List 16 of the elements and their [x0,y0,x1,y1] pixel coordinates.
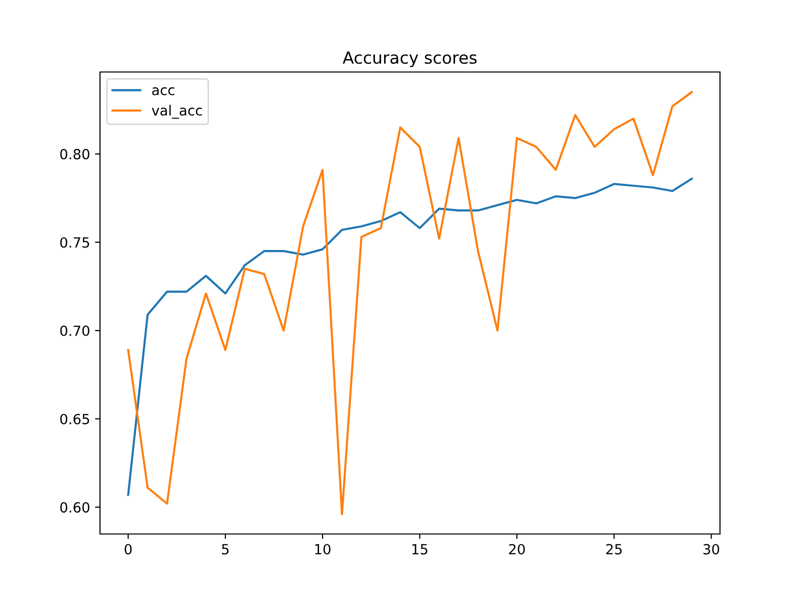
y-tick-label: 0.75 [60,237,90,248]
line-series [127,178,693,496]
x-tick-label: 15 [412,544,428,554]
y-tick-label: 0.60 [60,502,90,513]
x-tick-label: 5 [222,544,229,554]
y-tick-label: 0.80 [60,148,90,160]
x-tick-label: 10 [315,544,330,554]
x-tick-label: 30 [703,544,720,554]
y-tick-label: 0.65 [60,414,90,424]
x-tick-label: 0 [124,544,132,554]
x-tick-label: 25 [606,544,622,554]
y-tick-label: 0.70 [60,326,90,336]
chart-title: Accuracy scores [342,52,477,68]
legend-label: val_acc [152,104,202,119]
x-tick-label: 20 [509,544,525,554]
legend-label: acc [152,87,174,96]
